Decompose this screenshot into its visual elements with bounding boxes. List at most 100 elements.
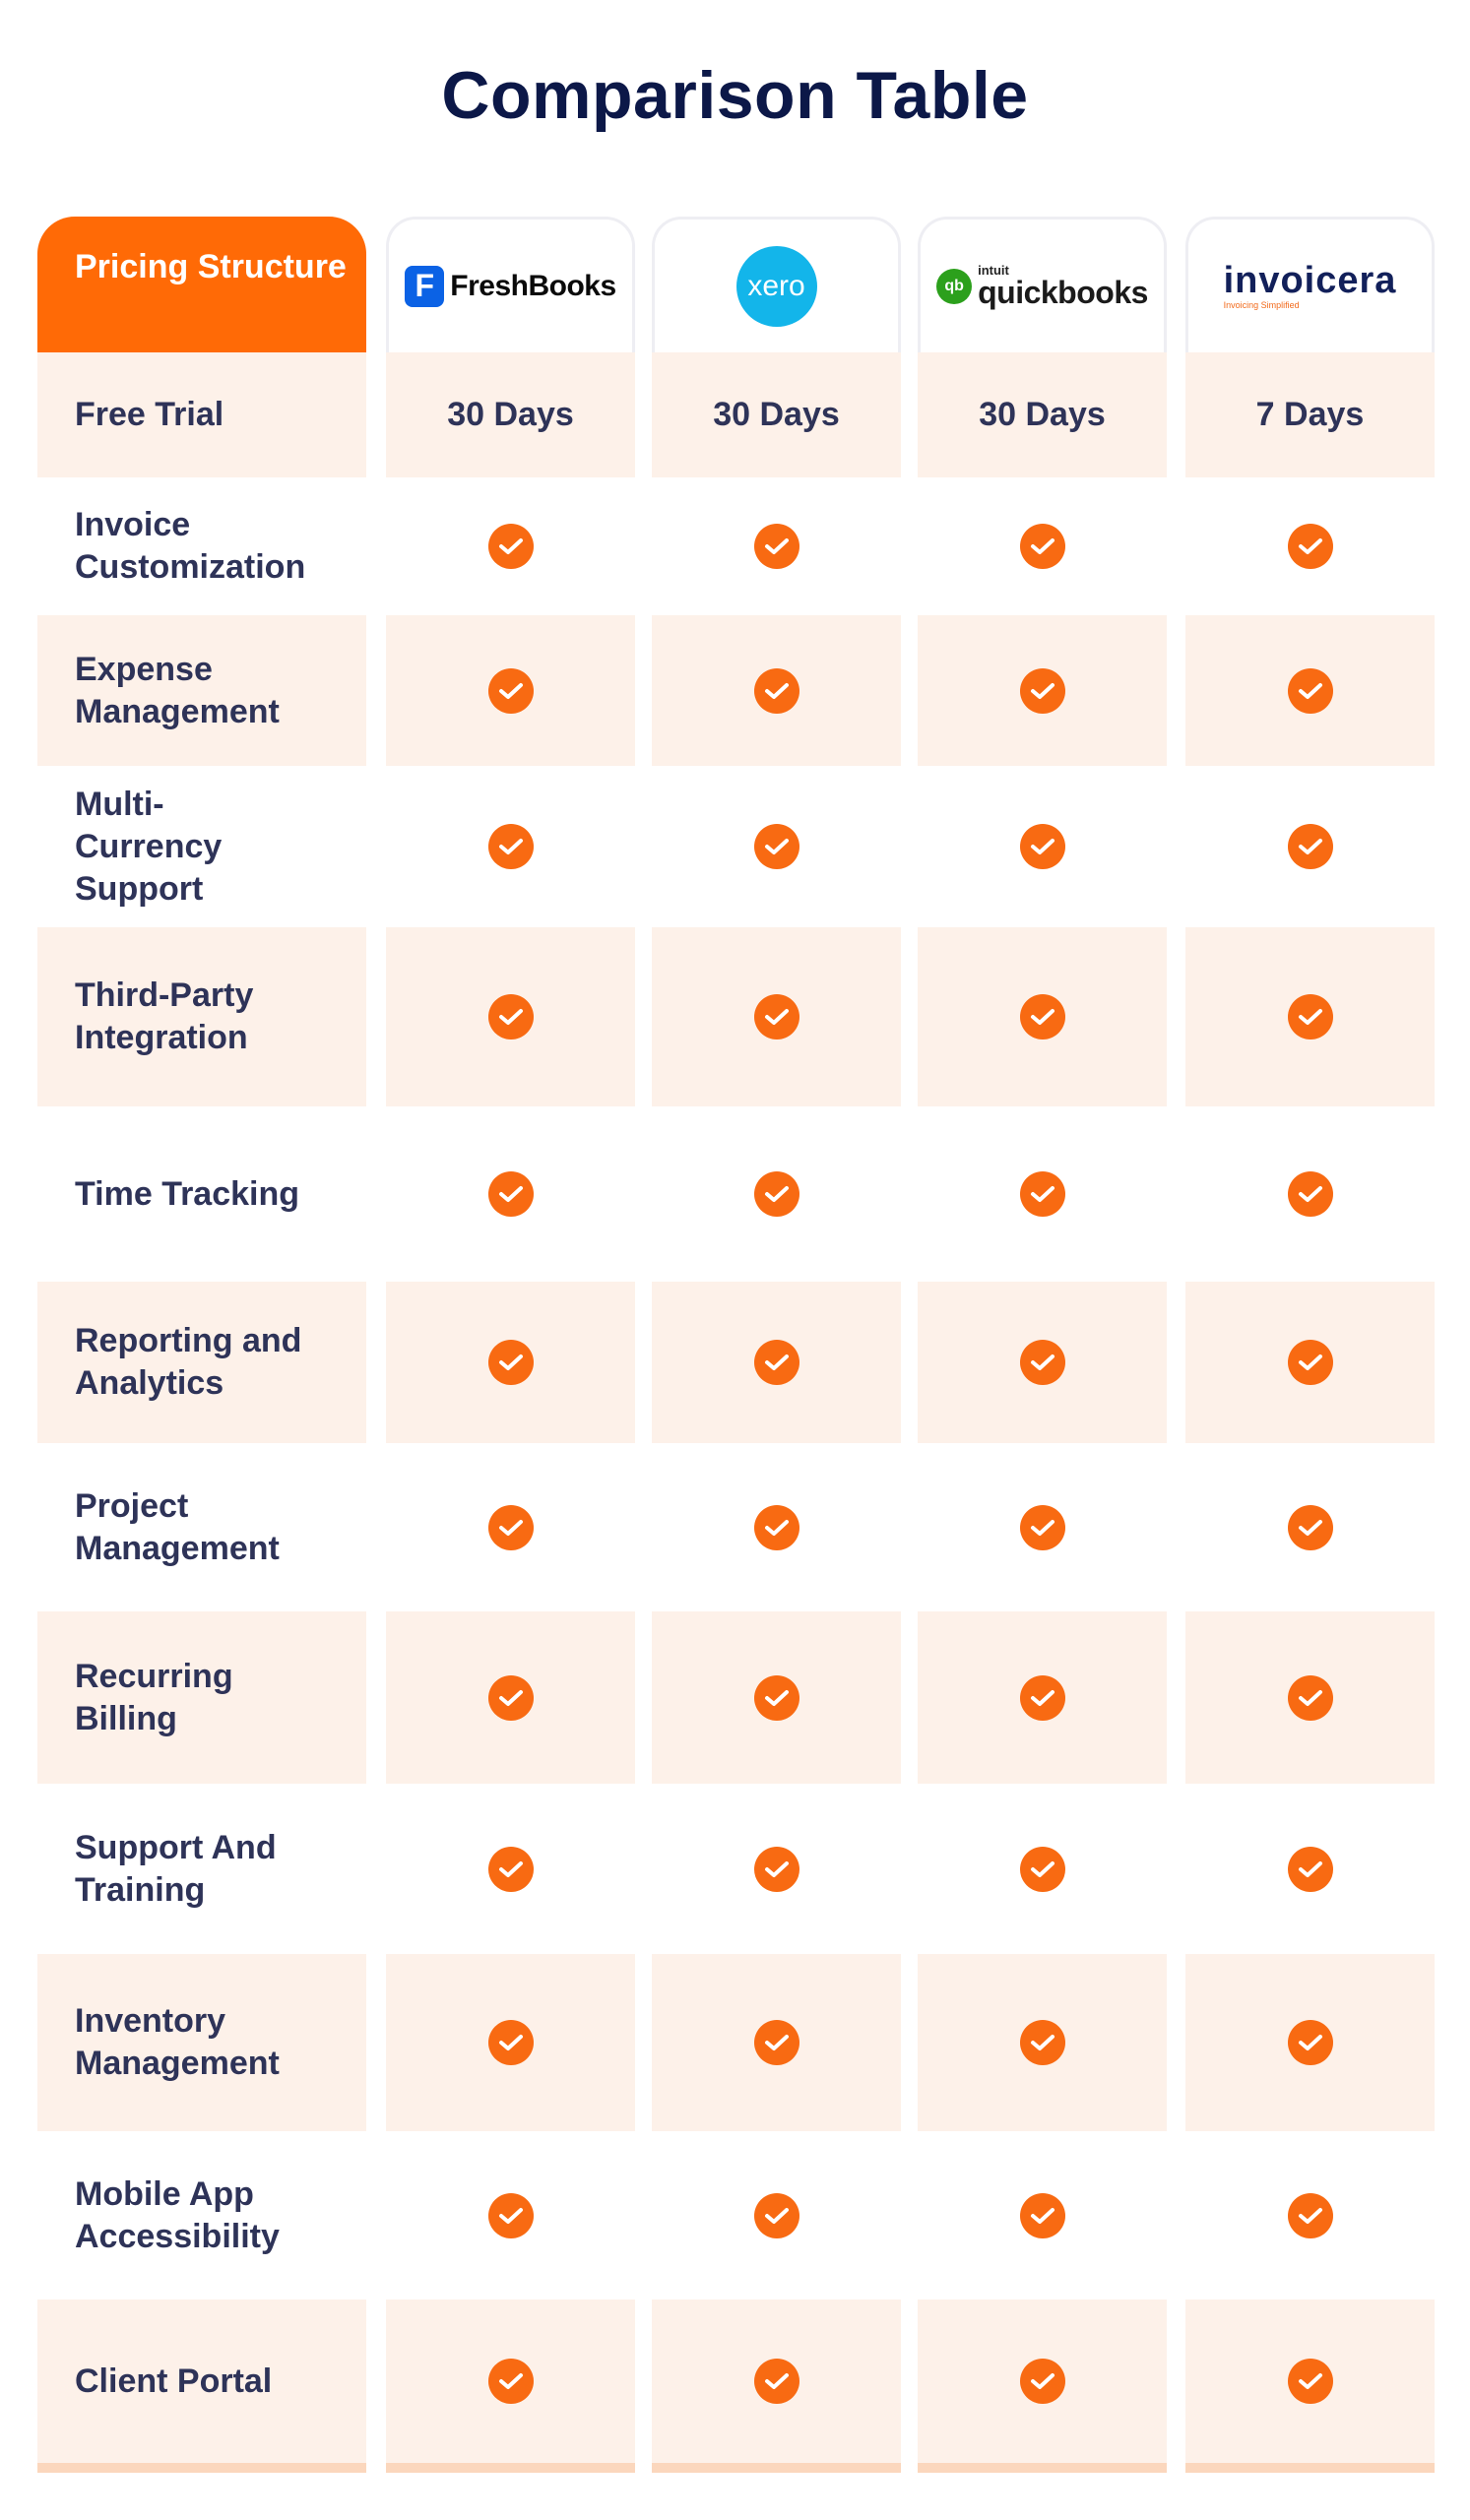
freshbooks-value-cell — [386, 1784, 635, 1954]
pricing-structure-header: Pricing Structure — [37, 217, 366, 352]
invoicera-value-cell — [1185, 766, 1435, 927]
xero-value-cell — [652, 2300, 901, 2463]
check-icon — [1019, 1504, 1065, 1550]
check-icon — [1019, 667, 1065, 714]
invoicera-wordmark: invoicera — [1223, 260, 1397, 301]
xero-value-cell — [652, 1443, 901, 1611]
table-row: Client Portal — [0, 2300, 1470, 2463]
freshbooks-value-cell — [386, 1106, 635, 1282]
freshbooks-value-cell — [386, 477, 635, 615]
check-icon — [487, 824, 534, 869]
check-icon — [1287, 1171, 1333, 1217]
quickbooks-value-cell — [918, 1443, 1167, 1611]
check-icon — [1287, 667, 1333, 714]
quickbooks-value-cell — [918, 1282, 1167, 1443]
check-icon — [753, 2192, 799, 2238]
quickbooks-mark-icon: qb — [936, 268, 973, 304]
table-row: Reporting and Analytics — [0, 1282, 1470, 1443]
check-icon — [1287, 524, 1333, 569]
table-row: Expense Management — [0, 615, 1470, 766]
check-icon — [1287, 1846, 1333, 1892]
invoicera-value-cell — [1185, 615, 1435, 766]
invoicera-trial-value: 7 Days — [1185, 352, 1435, 477]
feature-label: Third-Party Integration — [37, 927, 366, 1106]
freshbooks-value-cell — [386, 2300, 635, 2463]
quickbooks-header: qb intuit quickbooks — [918, 217, 1167, 352]
check-icon — [1287, 2359, 1333, 2404]
table-bottom-bar — [386, 2463, 635, 2473]
table-row: Support And Training — [0, 1784, 1470, 1954]
feature-label: Client Portal — [37, 2300, 366, 2463]
freshbooks-value-cell — [386, 1954, 635, 2131]
xero-value-cell — [652, 1954, 901, 2131]
feature-label: Free Trial — [37, 352, 366, 477]
quickbooks-value-cell — [918, 615, 1167, 766]
xero-header: xero — [652, 217, 901, 352]
check-icon — [753, 2359, 799, 2404]
check-icon — [753, 1171, 799, 1217]
feature-label: Reporting and Analytics — [37, 1282, 366, 1443]
freshbooks-wordmark: FreshBooks — [450, 269, 616, 302]
freshbooks-value-cell — [386, 927, 635, 1106]
check-icon — [487, 2020, 534, 2065]
check-icon — [487, 994, 534, 1040]
check-icon — [487, 524, 534, 569]
check-icon — [753, 2020, 799, 2065]
table-row: Recurring Billing — [0, 1611, 1470, 1784]
check-icon — [487, 1504, 534, 1550]
table-row: Project Management — [0, 1443, 1470, 1611]
check-icon — [487, 2359, 534, 2404]
check-icon — [487, 1674, 534, 1721]
xero-value-cell — [652, 927, 901, 1106]
check-icon — [487, 1846, 534, 1892]
xero-value-cell — [652, 615, 901, 766]
check-icon — [1019, 2192, 1065, 2238]
quickbooks-value-cell — [918, 2131, 1167, 2300]
feature-label: Project Management — [37, 1443, 366, 1611]
invoicera-value-cell — [1185, 1106, 1435, 1282]
table-row: Invoice Customization — [0, 477, 1470, 615]
check-icon — [1019, 1340, 1065, 1385]
check-icon — [753, 1340, 799, 1385]
check-icon — [1287, 2020, 1333, 2065]
freshbooks-trial-value: 30 Days — [386, 352, 635, 477]
check-icon — [487, 2192, 534, 2238]
freshbooks-mark-icon: F — [405, 265, 445, 307]
freshbooks-logo: F FreshBooks — [405, 265, 616, 307]
table-row: Third-Party Integration — [0, 927, 1470, 1106]
freshbooks-value-cell — [386, 1282, 635, 1443]
feature-label: Expense Management — [37, 615, 366, 766]
check-icon — [1287, 994, 1333, 1040]
check-icon — [753, 824, 799, 869]
invoicera-tagline: Invoicing Simplified — [1223, 300, 1300, 310]
table-row: Multi-Currency Support — [0, 766, 1470, 927]
check-icon — [487, 1171, 534, 1217]
feature-label: Support And Training — [37, 1784, 366, 1954]
xero-value-cell — [652, 477, 901, 615]
quickbooks-value-cell — [918, 1954, 1167, 2131]
xero-trial-value: 30 Days — [652, 352, 901, 477]
quickbooks-trial-value: 30 Days — [918, 352, 1167, 477]
invoicera-value-cell — [1185, 2300, 1435, 2463]
check-icon — [1019, 1674, 1065, 1721]
feature-label: Recurring Billing — [37, 1611, 366, 1784]
xero-logo: xero — [735, 245, 817, 327]
invoicera-value-cell — [1185, 1282, 1435, 1443]
table-bottom-bar — [918, 2463, 1167, 2473]
check-icon — [1019, 2359, 1065, 2404]
check-icon — [753, 1846, 799, 1892]
xero-value-cell — [652, 766, 901, 927]
check-icon — [1019, 2020, 1065, 2065]
quickbooks-wordmark: quickbooks — [978, 275, 1148, 310]
table-row: Mobile App Accessibility — [0, 2131, 1470, 2300]
quickbooks-value-cell — [918, 2300, 1167, 2463]
invoicera-value-cell — [1185, 927, 1435, 1106]
freshbooks-value-cell — [386, 2131, 635, 2300]
intuit-prefix: intuit — [978, 263, 1009, 278]
check-icon — [1287, 824, 1333, 869]
xero-value-cell — [652, 2131, 901, 2300]
freshbooks-value-cell — [386, 1443, 635, 1611]
check-icon — [753, 1674, 799, 1721]
xero-value-cell — [652, 1611, 901, 1784]
freshbooks-value-cell — [386, 1611, 635, 1784]
